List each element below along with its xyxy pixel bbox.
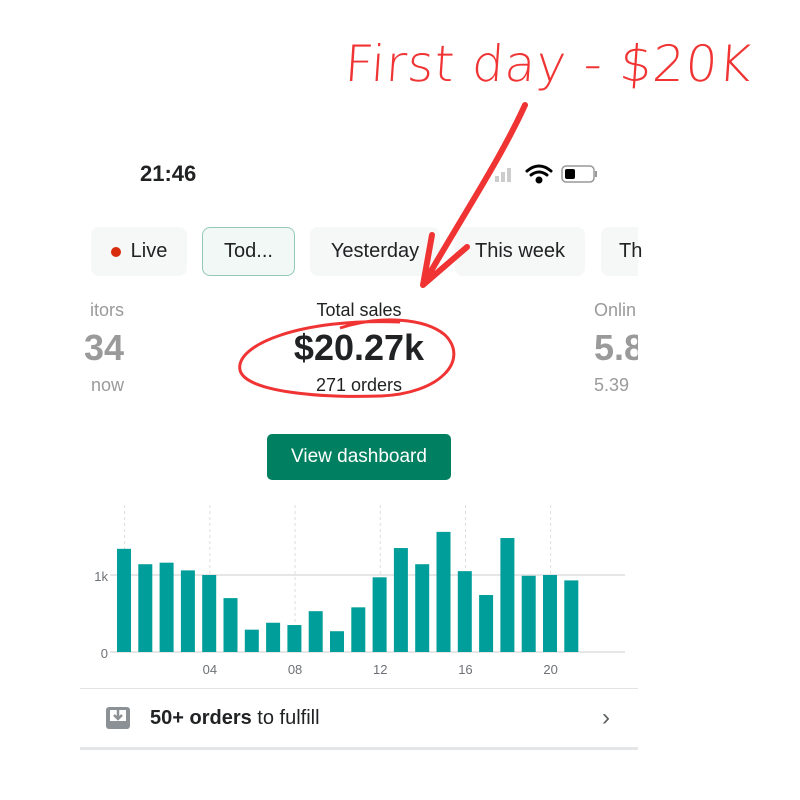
fulfill-text: to fulfill (251, 706, 320, 729)
status-time: 21:46 (140, 161, 197, 186)
bar-hour-02 (159, 562, 174, 652)
bar-hour-09 (308, 611, 323, 652)
bar-hour-12 (372, 577, 387, 652)
bar-hour-00 (117, 548, 131, 652)
bar-hour-17 (479, 595, 494, 652)
live-dot-icon (110, 246, 121, 257)
tab-this-week[interactable]: This week (455, 227, 585, 276)
bar-hour-16 (457, 571, 472, 652)
tab-this-month[interactable]: Th (601, 227, 642, 276)
bar-hour-01 (138, 564, 153, 652)
bar-hour-21 (564, 580, 579, 652)
bar-hour-20 (543, 575, 557, 652)
view-dashboard-button[interactable]: View dashboard (267, 434, 451, 480)
x-tick-label: 04 (203, 662, 217, 677)
x-tick-label: 12 (373, 662, 387, 677)
wifi-icon (525, 164, 553, 184)
bar-hour-11 (351, 607, 366, 652)
chevron-right-icon: › (602, 704, 610, 731)
metric-visitors: itors 34 now (83, 300, 124, 395)
inbox-download-icon (106, 707, 130, 729)
metric-online-store: Onlin 5.8 5.39 (594, 300, 638, 395)
y-tick-label: 0 (101, 646, 108, 661)
x-tick-label: 20 (543, 662, 557, 677)
x-tick-label: 16 (458, 662, 472, 677)
bar-hour-05 (223, 598, 238, 652)
bar-hour-19 (521, 575, 536, 652)
bar-hour-04 (202, 575, 217, 652)
y-tick-label: 1k (94, 569, 108, 584)
battery-icon (561, 165, 597, 183)
tab-live[interactable]: Live (91, 227, 187, 276)
annotation-text: First day - $20K (342, 35, 755, 93)
bar-hour-08 (287, 625, 302, 652)
tab-yesterday[interactable]: Yesterday (310, 227, 440, 276)
x-tick-label: 08 (288, 662, 302, 677)
bar-hour-07 (266, 622, 281, 652)
signal-icon (495, 168, 511, 182)
bar-hour-03 (180, 570, 195, 652)
bar-hour-06 (244, 629, 259, 652)
metrics-carousel[interactable]: itors 34 now Total sales $20.27k 271 ord… (80, 300, 638, 420)
bar-hour-18 (500, 538, 515, 652)
bar-hour-15 (436, 531, 451, 652)
status-icons (495, 164, 597, 184)
bar-hour-14 (415, 564, 430, 652)
orders-to-fulfill-row[interactable]: 50+ orders to fulfill › (80, 688, 638, 750)
tab-today[interactable]: Tod... (202, 227, 295, 276)
bar-hour-10 (330, 631, 344, 652)
metric-total-sales: Total sales $20.27k 271 orders (293, 300, 425, 395)
fulfill-count: 50+ orders (150, 706, 252, 729)
hourly-sales-chart: 0 1k 04 08 12 16 20 (94, 505, 625, 677)
bar-hour-13 (393, 548, 408, 652)
